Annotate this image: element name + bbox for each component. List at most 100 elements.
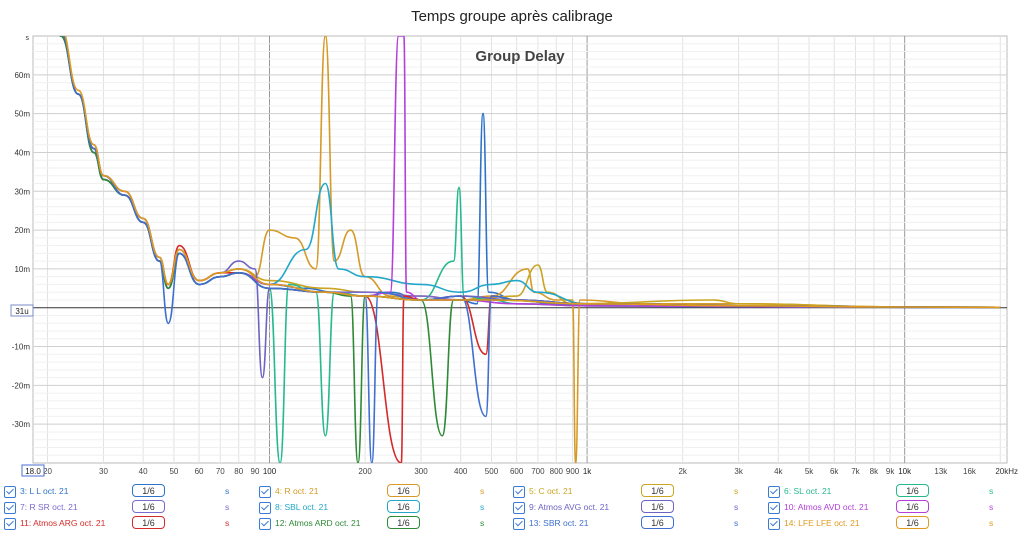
legend-unit: s <box>225 486 230 496</box>
legend-label: 3: L L oct. 21 <box>20 486 69 496</box>
legend-unit: s <box>480 502 485 512</box>
y-tick-label: 40m <box>14 148 30 157</box>
legend-checkbox[interactable] <box>4 486 16 498</box>
y-tick-label: 10m <box>14 265 30 274</box>
smoothing-button[interactable]: 1/6 <box>641 500 674 513</box>
x-tick-label: 20 <box>43 467 52 476</box>
cursor-value-box <box>10 304 34 317</box>
smoothing-button[interactable]: 1/6 <box>132 484 165 497</box>
legend-unit: s <box>480 518 485 528</box>
chart-title: Temps groupe après calibrage <box>411 8 613 25</box>
y-unit-label: s <box>26 35 30 42</box>
legend-unit: s <box>225 518 230 528</box>
x-tick-label: 5k <box>805 467 814 476</box>
smoothing-button[interactable]: 1/6 <box>896 500 929 513</box>
x-tick-label: 4k <box>774 467 783 476</box>
smoothing-button[interactable]: 1/6 <box>387 484 420 497</box>
legend-label: 13: SBR oct. 21 <box>529 518 589 528</box>
x-tick-label: 10k <box>898 467 912 476</box>
x-tick-label: 40 <box>139 467 148 476</box>
y-tick-label: 60m <box>14 71 30 80</box>
x-tick-label: 16k <box>963 467 977 476</box>
x-tick-label: 70 <box>216 467 225 476</box>
legend-label: 6: SL oct. 21 <box>784 486 832 496</box>
x-end-label: 20kHz <box>995 467 1018 476</box>
x-start-box[interactable] <box>21 464 45 477</box>
series-lines <box>59 36 1001 463</box>
x-tick-label: 500 <box>485 467 499 476</box>
legend-unit: s <box>734 502 739 512</box>
x-tick-label: 300 <box>414 467 428 476</box>
y-tick-label: -30m <box>12 420 31 429</box>
legend-label: 4: R oct. 21 <box>275 486 319 496</box>
x-axis-labels: 20 30 40 50 60 70 80 90 100 200 300 400 500 600 700 800… <box>43 467 977 476</box>
legend-unit: s <box>989 502 994 512</box>
x-tick-label: 200 <box>358 467 372 476</box>
x-tick-label: 60 <box>195 467 204 476</box>
x-tick-label: 800 <box>550 467 564 476</box>
x-tick-label: 8k <box>870 467 879 476</box>
legend-unit: s <box>734 518 739 528</box>
chart-subtitle: Group Delay <box>475 48 565 65</box>
x-tick-label: 900 <box>566 467 580 476</box>
x-tick-label: 7k <box>851 467 860 476</box>
x-tick-label: 3k <box>734 467 743 476</box>
legend-label: 8: SBL oct. 21 <box>275 502 329 512</box>
legend-label: 11: Atmos ARG oct. 21 <box>20 518 106 528</box>
legend-checkbox[interactable] <box>768 502 780 514</box>
grid <box>33 36 1007 463</box>
x-tick-label: 2k <box>678 467 687 476</box>
legend-checkbox[interactable] <box>259 518 271 530</box>
smoothing-button[interactable]: 1/6 <box>896 484 929 497</box>
legend-checkbox[interactable] <box>513 486 525 498</box>
x-tick-label: 90 <box>251 467 260 476</box>
y-tick-label: 20m <box>14 226 30 235</box>
smoothing-button[interactable]: 1/6 <box>896 516 929 529</box>
legend-label: 14: LFE LFE oct. 21 <box>784 518 860 528</box>
x-tick-label: 1k <box>583 467 592 476</box>
x-tick-label: 9k <box>886 467 895 476</box>
x-tick-label: 400 <box>454 467 468 476</box>
legend-checkbox[interactable] <box>513 518 525 530</box>
y-tick-label: 30m <box>14 187 30 196</box>
x-tick-label: 30 <box>99 467 108 476</box>
y-axis-labels: 60m 50m 40m 30m 20m 10m -10m -20m -30m <box>12 71 31 429</box>
legend-checkbox[interactable] <box>4 502 16 514</box>
smoothing-button[interactable]: 1/6 <box>641 484 674 497</box>
group-delay-chart: Temps groupe après calibrage 60m 50m 40m 30… <box>10 8 1018 477</box>
legend-unit: s <box>480 486 485 496</box>
legend-unit: s <box>989 486 994 496</box>
legend-checkbox[interactable] <box>513 502 525 514</box>
y-tick-label: -20m <box>12 381 31 390</box>
x-tick-label: 700 <box>531 467 545 476</box>
smoothing-button[interactable]: 1/6 <box>387 500 420 513</box>
legend-unit: s <box>989 518 994 528</box>
y-tick-label: -10m <box>12 343 31 352</box>
cursor-value-label: 31u <box>15 307 28 316</box>
x-start-label: 18.0 <box>25 467 41 476</box>
legend-label: 9: Atmos AVG oct. 21 <box>529 502 610 512</box>
x-tick-label: 50 <box>169 467 178 476</box>
legend-label: 5: C oct. 21 <box>529 486 573 496</box>
series-line-12 <box>64 36 1001 309</box>
legend-checkbox[interactable] <box>768 518 780 530</box>
x-tick-label: 80 <box>234 467 243 476</box>
legend-unit: s <box>225 502 230 512</box>
legend-checkbox[interactable] <box>768 486 780 498</box>
x-tick-label: 13k <box>934 467 948 476</box>
legend-checkbox[interactable] <box>259 502 271 514</box>
legend-label: 12: Atmos ARD oct. 21 <box>275 518 361 528</box>
legend-checkbox[interactable] <box>4 518 16 530</box>
legend-unit: s <box>734 486 739 496</box>
x-tick-label: 600 <box>510 467 524 476</box>
smoothing-button[interactable]: 1/6 <box>132 516 165 529</box>
smoothing-button[interactable]: 1/6 <box>132 500 165 513</box>
x-tick-label: 6k <box>830 467 839 476</box>
legend-checkbox[interactable] <box>259 486 271 498</box>
legend-label: 10: Atmos AVD oct. 21 <box>784 502 869 512</box>
x-tick-label: 100 <box>263 467 277 476</box>
legend-label: 7: R SR oct. 21 <box>20 502 78 512</box>
y-tick-label: 50m <box>14 110 30 119</box>
smoothing-button[interactable]: 1/6 <box>641 516 674 529</box>
smoothing-button[interactable]: 1/6 <box>387 516 420 529</box>
